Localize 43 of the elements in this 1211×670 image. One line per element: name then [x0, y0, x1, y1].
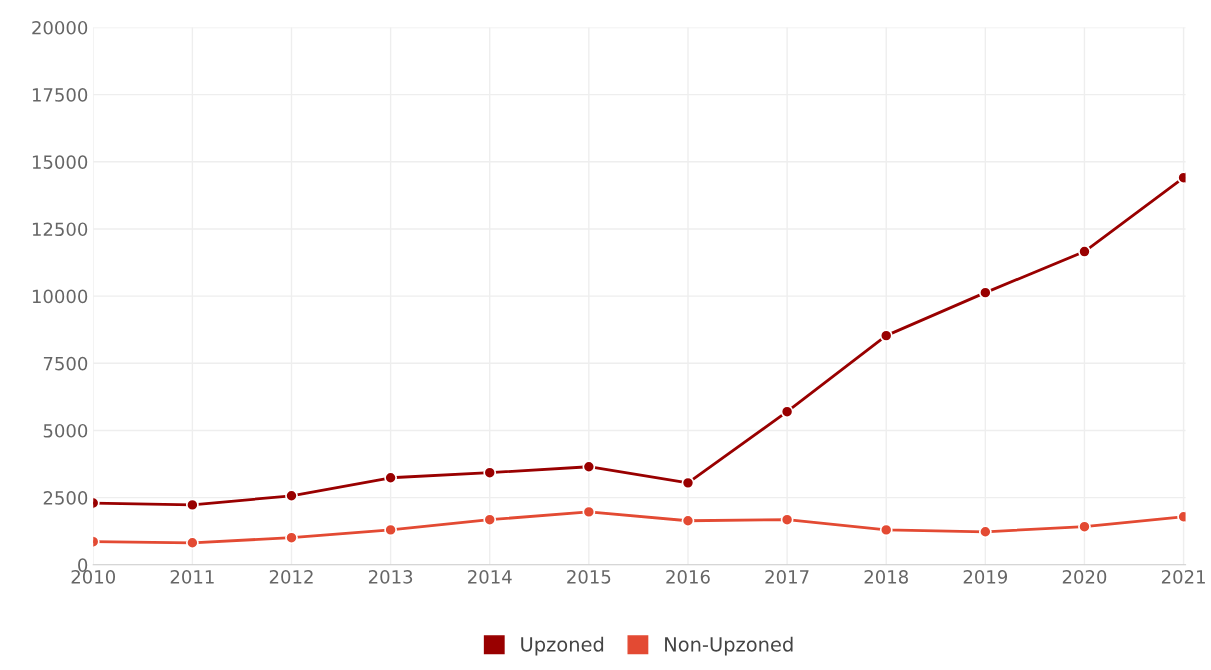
legend-label: Non-Upzoned: [665, 636, 793, 656]
point: [978, 286, 992, 300]
x-tick-label: 2013: [368, 569, 413, 584]
x-tick-label: 2020: [1062, 569, 1107, 584]
x-tick-label: 2012: [269, 569, 313, 584]
point: [384, 523, 398, 537]
x-tick-label: 2015: [567, 569, 611, 584]
point: [681, 514, 695, 528]
y-tick-label: 5000: [43, 423, 88, 438]
y-tick-label: 10000: [32, 289, 88, 304]
x-tick-label: 2016: [666, 569, 710, 584]
x-tick-label: 2014: [468, 569, 512, 584]
point: [483, 513, 497, 527]
point: [185, 536, 199, 550]
point: [185, 498, 199, 512]
x-tick-label: 2017: [765, 569, 809, 584]
point: [780, 405, 794, 419]
y-tick-label: 12500: [32, 222, 88, 237]
x-tick-label: 2018: [864, 569, 908, 584]
x-tick-label: 2019: [963, 569, 1008, 584]
legend-label: Upzoned: [521, 636, 604, 656]
y-tick-label: 15000: [32, 155, 88, 169]
y-tick-label: 17500: [32, 88, 88, 102]
point: [582, 505, 596, 519]
point: [582, 460, 596, 474]
y-tick-label: 2500: [43, 491, 88, 505]
point: [681, 476, 695, 490]
point: [978, 525, 992, 539]
y-tick-label: 20000: [32, 20, 88, 35]
point: [384, 471, 398, 485]
point: [483, 466, 497, 480]
point: [285, 531, 298, 545]
x-tick-label: 2011: [170, 569, 214, 584]
y-tick-label: 0: [78, 558, 88, 572]
x-tick-label: 2010: [71, 569, 116, 584]
point: [780, 513, 794, 527]
x-tick-label: 2021: [1161, 569, 1205, 584]
point: [285, 489, 298, 503]
point: [1078, 245, 1091, 258]
point: [879, 523, 893, 537]
point: [1078, 520, 1091, 534]
y-tick-label: 7500: [43, 356, 88, 371]
point: [879, 329, 893, 343]
